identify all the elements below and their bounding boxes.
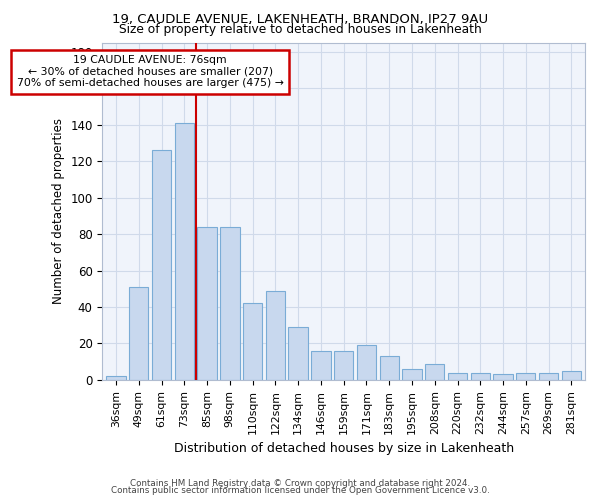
Bar (334, 351, 353, 380)
Text: Size of property relative to detached houses in Lakenheath: Size of property relative to detached ho… (119, 22, 481, 36)
Text: Contains HM Land Registry data © Crown copyright and database right 2024.: Contains HM Land Registry data © Crown c… (130, 478, 470, 488)
Text: 19 CAUDLE AVENUE: 76sqm
← 30% of detached houses are smaller (207)
70% of semi-d: 19 CAUDLE AVENUE: 76sqm ← 30% of detache… (17, 56, 284, 88)
Bar (493, 374, 513, 380)
X-axis label: Distribution of detached houses by size in Lakenheath: Distribution of detached houses by size … (173, 442, 514, 455)
Bar (175, 123, 194, 380)
Y-axis label: Number of detached properties: Number of detached properties (52, 118, 65, 304)
Bar (470, 372, 490, 380)
Bar (562, 371, 581, 380)
Bar (243, 304, 262, 380)
Bar (516, 372, 535, 380)
Bar (380, 356, 399, 380)
Bar (425, 364, 445, 380)
Text: 19, CAUDLE AVENUE, LAKENHEATH, BRANDON, IP27 9AU: 19, CAUDLE AVENUE, LAKENHEATH, BRANDON, … (112, 12, 488, 26)
Bar (220, 226, 239, 380)
Bar (448, 372, 467, 380)
Bar (266, 290, 285, 380)
Bar (539, 372, 558, 380)
Bar (403, 369, 422, 380)
Bar (357, 346, 376, 380)
Bar (197, 226, 217, 380)
Bar (289, 327, 308, 380)
Bar (129, 287, 148, 380)
Text: Contains public sector information licensed under the Open Government Licence v3: Contains public sector information licen… (110, 486, 490, 495)
Bar (106, 376, 126, 380)
Bar (311, 351, 331, 380)
Bar (152, 150, 171, 380)
